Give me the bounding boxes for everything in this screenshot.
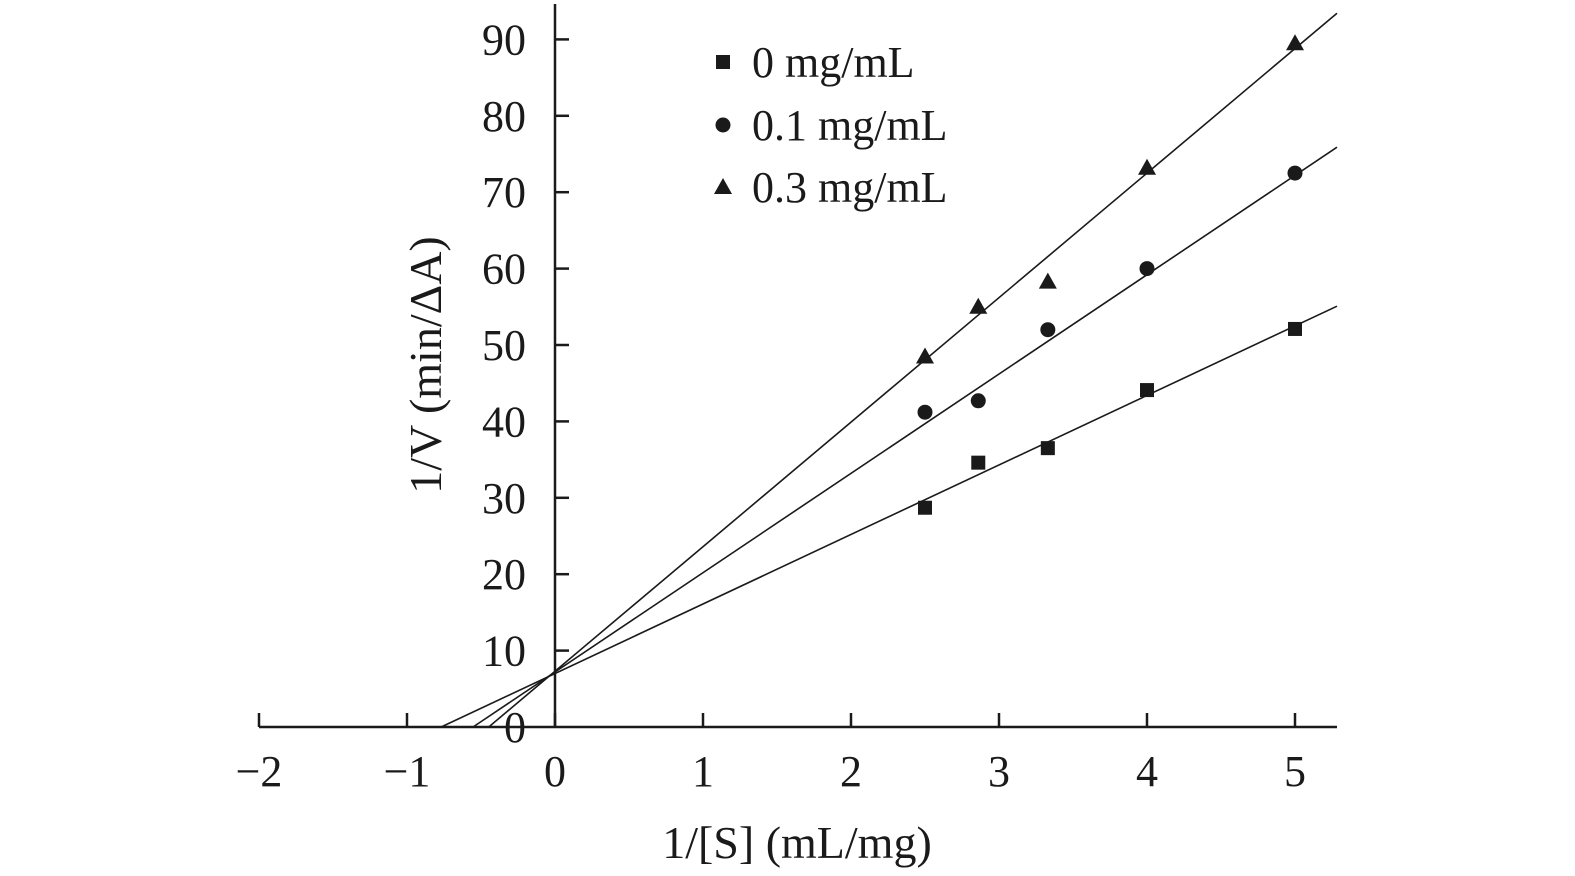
x-tick-label: 2	[840, 747, 862, 796]
x-tick-label: 4	[1136, 747, 1158, 796]
y-tick-label: 20	[482, 550, 526, 599]
y-axis-ticks: 0 10 20 30 40 50 60 70 80 90	[482, 15, 569, 752]
data-point-series-2	[916, 347, 934, 364]
data-point-series-1	[1040, 322, 1056, 338]
legend-label-0: 0 mg/mL	[752, 38, 915, 87]
x-tick-label: −1	[384, 747, 431, 796]
data-point-series-0	[918, 500, 932, 515]
y-tick-label: 40	[482, 397, 526, 446]
fit-line-2	[488, 12, 1338, 728]
x-axis-ticks: −2 −1 0 1 2 3 4 5	[236, 713, 1306, 796]
data-point-series-1	[917, 404, 933, 420]
data-points	[916, 34, 1304, 515]
axes	[259, 4, 1337, 729]
data-point-series-1	[1139, 261, 1155, 277]
y-tick-label: 60	[482, 245, 526, 294]
data-point-series-0	[1140, 383, 1154, 398]
fit-line-0	[440, 305, 1338, 728]
y-axis-title: 1/V (min/ΔA)	[400, 236, 451, 493]
y-tick-label: 30	[482, 474, 526, 523]
data-point-series-1	[970, 393, 986, 409]
x-tick-label: 5	[1284, 747, 1306, 796]
data-point-series-0	[971, 455, 986, 470]
data-point-series-0	[1288, 321, 1302, 336]
fit-line-1	[472, 146, 1338, 728]
data-point-series-2	[969, 297, 988, 314]
legend-marker-2	[714, 178, 732, 194]
x-tick-label: 1	[692, 747, 714, 796]
x-tick-label: 3	[988, 747, 1010, 796]
fit-lines	[440, 12, 1338, 728]
y-tick-label: 80	[482, 92, 526, 141]
data-point-series-2	[1038, 272, 1057, 289]
legend-label-2: 0.3 mg/mL	[752, 163, 948, 212]
x-tick-label: 0	[544, 747, 566, 796]
x-tick-label: −2	[236, 747, 283, 796]
data-point-series-2	[1138, 158, 1156, 175]
legend: 0 mg/mL 0.1 mg/mL 0.3 mg/mL	[714, 38, 948, 212]
legend-label-1: 0.1 mg/mL	[752, 101, 948, 150]
legend-marker-0	[716, 55, 730, 69]
data-point-series-1	[1287, 165, 1303, 181]
x-axis-title: 1/[S] (mL/mg)	[662, 817, 932, 868]
y-tick-label: 50	[482, 321, 526, 370]
data-point-series-2	[1286, 34, 1304, 51]
y-tick-label: 0	[504, 703, 526, 752]
y-tick-label: 70	[482, 168, 526, 217]
data-point-series-0	[1040, 441, 1055, 456]
y-tick-label: 90	[482, 15, 526, 64]
y-tick-label: 10	[482, 627, 526, 676]
legend-marker-1	[715, 117, 731, 133]
